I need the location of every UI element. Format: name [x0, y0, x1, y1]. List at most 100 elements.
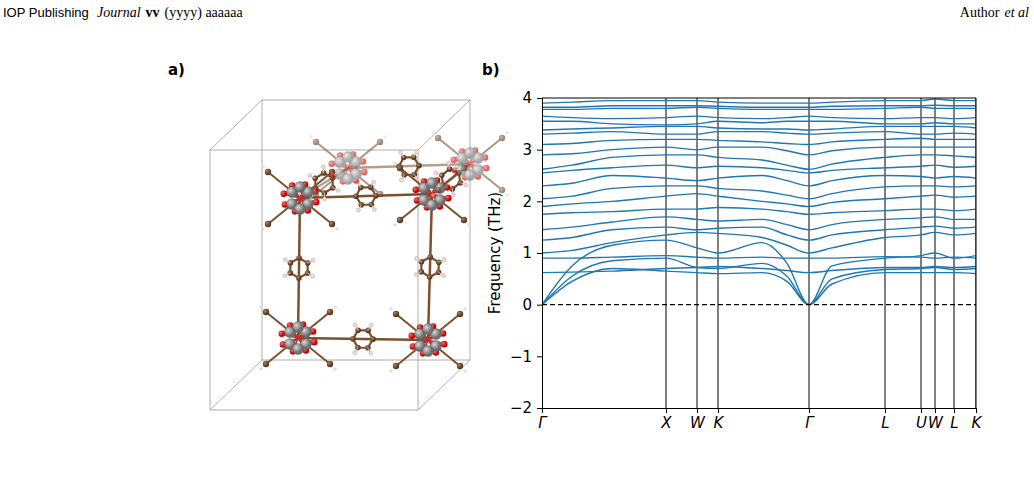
journal-volume: vv — [146, 5, 160, 20]
carbon-atom — [397, 165, 403, 171]
metal-cluster — [259, 305, 337, 371]
band-line — [542, 126, 976, 130]
carbon-atom — [457, 363, 463, 369]
y-tick-mark — [537, 408, 542, 409]
band-line — [542, 256, 976, 259]
header-publisher: IOP Publishing — [3, 5, 89, 20]
band-line — [542, 217, 976, 230]
x-tick-mark — [935, 408, 936, 413]
x-tick-label: Γ — [805, 414, 815, 432]
x-tick-label: K — [714, 414, 725, 432]
band-line — [542, 226, 976, 240]
band-line — [542, 266, 976, 272]
carbon-atom — [312, 176, 318, 182]
linker-bond — [300, 194, 432, 198]
carbon-atom — [435, 187, 441, 193]
carbon-atom — [416, 163, 422, 169]
hydrogen-atom — [383, 135, 387, 139]
cell-edge — [262, 100, 470, 101]
x-tick-mark — [921, 408, 922, 413]
carbon-atom — [313, 191, 319, 197]
x-tick: U — [916, 408, 927, 432]
band-line — [542, 99, 976, 103]
x-tick-mark — [954, 408, 955, 413]
cell-edge — [418, 360, 470, 410]
reference-line — [542, 304, 976, 305]
x-tick: Γ — [538, 408, 548, 432]
frame-right — [976, 98, 977, 408]
carbon-atom — [457, 311, 463, 317]
x-tick-label: X — [660, 414, 672, 432]
metal-cluster — [431, 131, 509, 197]
band-line — [542, 240, 976, 305]
metal-atom — [293, 322, 304, 333]
oxygen-atom — [361, 169, 368, 176]
header-author: Authoret al — [960, 5, 1029, 20]
hydrogen-atom — [442, 273, 446, 277]
oxygen-atom — [483, 165, 490, 172]
x-tick-label: L — [881, 414, 889, 432]
hydrogen-atom — [383, 197, 387, 201]
x-axis: ΓXWKΓLUWLK — [538, 408, 982, 432]
carbon-atom — [265, 169, 271, 175]
oxygen-atom — [313, 199, 320, 206]
carbon-atom — [401, 155, 407, 161]
hydrogen-atom — [389, 307, 393, 311]
x-tick: W — [928, 408, 944, 432]
hydrogen-atom — [335, 227, 339, 231]
carbon-atom — [353, 194, 359, 200]
band-line — [542, 132, 976, 135]
linker-ring — [353, 330, 373, 347]
metal-atom — [293, 344, 304, 355]
hydrogen-atom — [309, 197, 313, 201]
band-line — [542, 155, 976, 169]
hydrogen-atom — [261, 165, 265, 169]
hydrogen-atom — [356, 208, 360, 212]
hydrogen-atom — [259, 305, 263, 309]
journal-reference: (yyyy) aaaaaa — [165, 5, 244, 21]
x-tick: K — [972, 408, 983, 432]
hydrogen-atom — [333, 305, 337, 309]
carbon-atom — [365, 328, 371, 334]
structure — [210, 100, 509, 410]
band-line — [542, 121, 976, 125]
oxygen-atom — [328, 161, 335, 168]
y-axis-title: Frequency (THz) — [486, 192, 504, 314]
carbon-atom — [377, 139, 383, 145]
band-line — [542, 232, 976, 253]
y-tick: −1 — [510, 348, 542, 366]
oxygen-atom — [408, 333, 415, 340]
band-line — [542, 147, 976, 155]
carbon-atom — [287, 270, 293, 276]
cell-edge — [210, 150, 418, 151]
y-tick-label: 2 — [522, 193, 532, 211]
hydrogen-atom — [283, 258, 287, 262]
metal-atom — [427, 178, 438, 189]
band-line — [542, 194, 976, 207]
x-tick: Γ — [805, 408, 815, 432]
carbon-atom — [263, 361, 269, 367]
carbon-atom — [393, 311, 399, 317]
hydrogen-atom — [372, 180, 376, 184]
x-tick: L — [950, 408, 958, 432]
carbon-atom — [263, 309, 269, 315]
y-tick-mark — [537, 356, 542, 357]
carbon-atom — [397, 217, 403, 223]
band-line — [542, 105, 976, 107]
author-name: Author — [960, 5, 1000, 20]
band-line — [542, 186, 976, 199]
metal-cluster — [309, 135, 387, 201]
cell-edge — [470, 100, 471, 360]
hydrogen-atom — [321, 165, 325, 169]
carbon-atom — [296, 275, 302, 281]
hydrogen-atom — [309, 135, 313, 139]
linker-ring — [356, 187, 376, 205]
carbon-atom — [265, 221, 271, 227]
carbon-atom — [313, 139, 319, 145]
y-axis: −2−101234 — [510, 89, 543, 417]
band-line — [542, 258, 976, 305]
carbon-atom — [355, 327, 361, 333]
linker-bond — [298, 338, 428, 340]
hydrogen-atom — [399, 178, 403, 182]
y-tick: 2 — [522, 193, 542, 211]
